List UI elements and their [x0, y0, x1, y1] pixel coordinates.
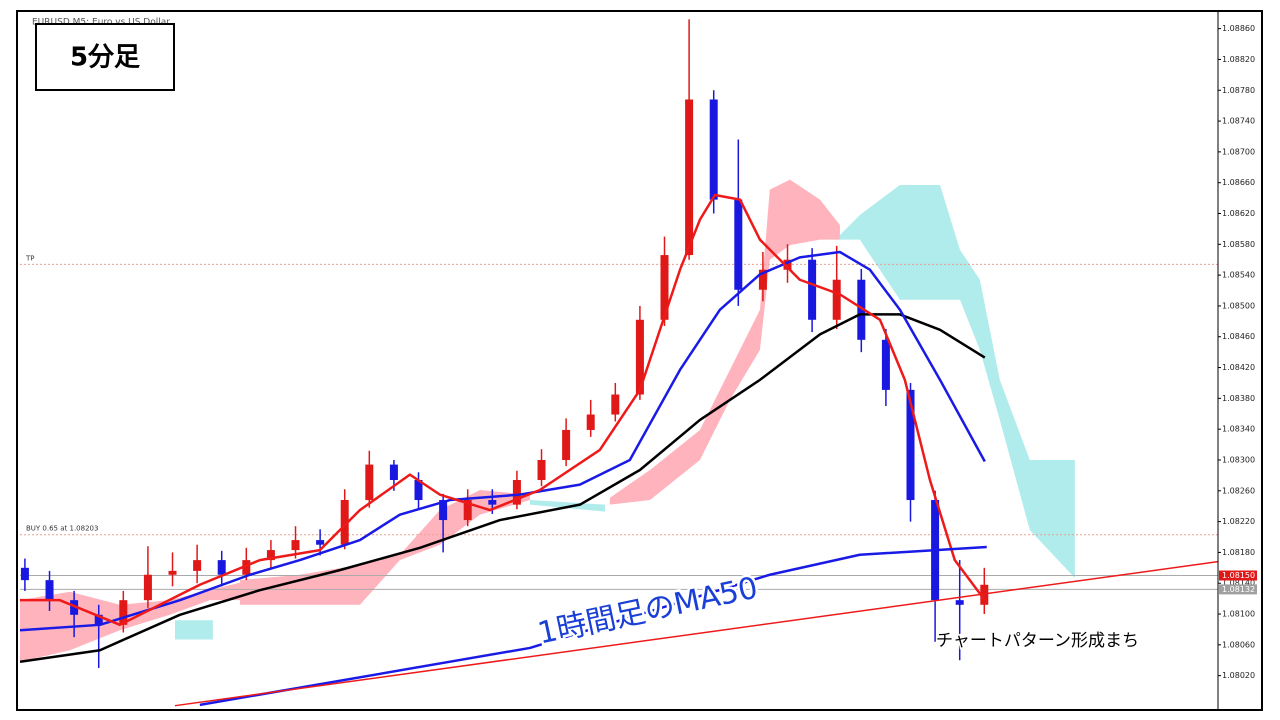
y-tick-label: 1.08700 [1222, 147, 1255, 156]
candle-body [439, 500, 448, 521]
line [174, 560, 1218, 707]
y-axis-labels: 1.08020 1.08060 1.08100 1.08140 1.08180 1.082… [1218, 24, 1257, 680]
candle-body [20, 567, 29, 581]
y-tick-label: 1.08740 [1222, 117, 1255, 126]
y-tick-label: 1.08820 [1222, 55, 1255, 64]
line [199, 545, 987, 707]
candle-body [143, 574, 152, 601]
y-tick-label: 1.08540 [1222, 271, 1255, 280]
candle-body [955, 600, 964, 605]
annotation-pattern: チャートパターン形成まち [936, 631, 1139, 651]
plot-area: TP BUY 0.65 at 1.08203 [20, 19, 1218, 707]
candle-body [562, 429, 571, 460]
label-box-text: 5分足 [70, 43, 140, 73]
chart-title: EURUSD,M5: Euro vs US Dollar [32, 18, 170, 28]
candle-body [119, 600, 128, 625]
candle-body [70, 600, 79, 615]
candle-body [685, 99, 694, 256]
candle-body [266, 550, 275, 561]
cloud [839, 184, 1075, 578]
y-tick-label: 1.08100 [1222, 610, 1255, 619]
candle-body [881, 339, 890, 390]
candle-body [635, 319, 644, 395]
candle-body [242, 560, 251, 575]
y-tick-label: 1.08300 [1222, 455, 1255, 464]
y-tick-label: 1.08380 [1222, 394, 1255, 403]
candle-body [193, 560, 202, 571]
y-tick-label: 1.08140 [1222, 579, 1255, 588]
y-tick-label: 1.08860 [1222, 24, 1255, 33]
candle-body [857, 279, 866, 340]
candle-body [463, 500, 472, 521]
y-tick-label: 1.08020 [1222, 671, 1255, 680]
y-tick-label: 1.08500 [1222, 301, 1255, 310]
candle-body [414, 480, 423, 501]
candle-body [783, 259, 792, 270]
candle-body [316, 540, 325, 545]
candle-body [512, 480, 521, 505]
y-tick-label: 1.08580 [1222, 240, 1255, 249]
candle-body [45, 580, 54, 601]
line [20, 193, 986, 627]
label-box [35, 23, 175, 91]
price-tag [1219, 584, 1257, 595]
y-tick-label: 1.08780 [1222, 86, 1255, 95]
candle-body [734, 199, 743, 290]
line [20, 313, 986, 664]
candle-body [537, 459, 546, 481]
candle-body [660, 255, 669, 320]
price-tag-label: 1.08150 [1222, 571, 1255, 580]
y-tick-label: 1.08420 [1222, 363, 1255, 372]
cloud [609, 179, 840, 505]
candle-body [94, 614, 103, 625]
line [20, 250, 986, 632]
price-line-label: BUY 0.65 at 1.08203 [26, 525, 98, 533]
y-tick-label: 1.08660 [1222, 178, 1255, 187]
candle-body [291, 540, 300, 551]
candle-body [808, 259, 817, 320]
candle-body [709, 99, 718, 200]
candle-body [389, 464, 398, 481]
y-tick-label: 1.08220 [1222, 517, 1255, 526]
y-tick-label: 1.08180 [1222, 548, 1255, 557]
cloud [174, 620, 213, 640]
candle-body [980, 584, 989, 605]
candle-body [365, 464, 374, 501]
candle-body [340, 500, 349, 545]
candle-body [611, 394, 620, 415]
y-tick-label: 1.08260 [1222, 486, 1255, 495]
y-tick-label: 1.08340 [1222, 425, 1255, 434]
candle-body [758, 269, 767, 290]
y-tick-label: 1.08460 [1222, 332, 1255, 341]
frame [16, 10, 1263, 711]
candle-body [488, 500, 497, 505]
candle-body [906, 389, 915, 501]
price-line-label: TP [25, 254, 35, 262]
candle-body [832, 279, 841, 320]
price-tag [1219, 570, 1257, 581]
y-tick-label: 1.08060 [1222, 640, 1255, 649]
price-tag-label: 1.08132 [1222, 585, 1255, 594]
y-tick-label: 1.08620 [1222, 209, 1255, 218]
candle-body [168, 570, 177, 575]
candle-body [586, 414, 595, 430]
candle-body [217, 560, 226, 575]
